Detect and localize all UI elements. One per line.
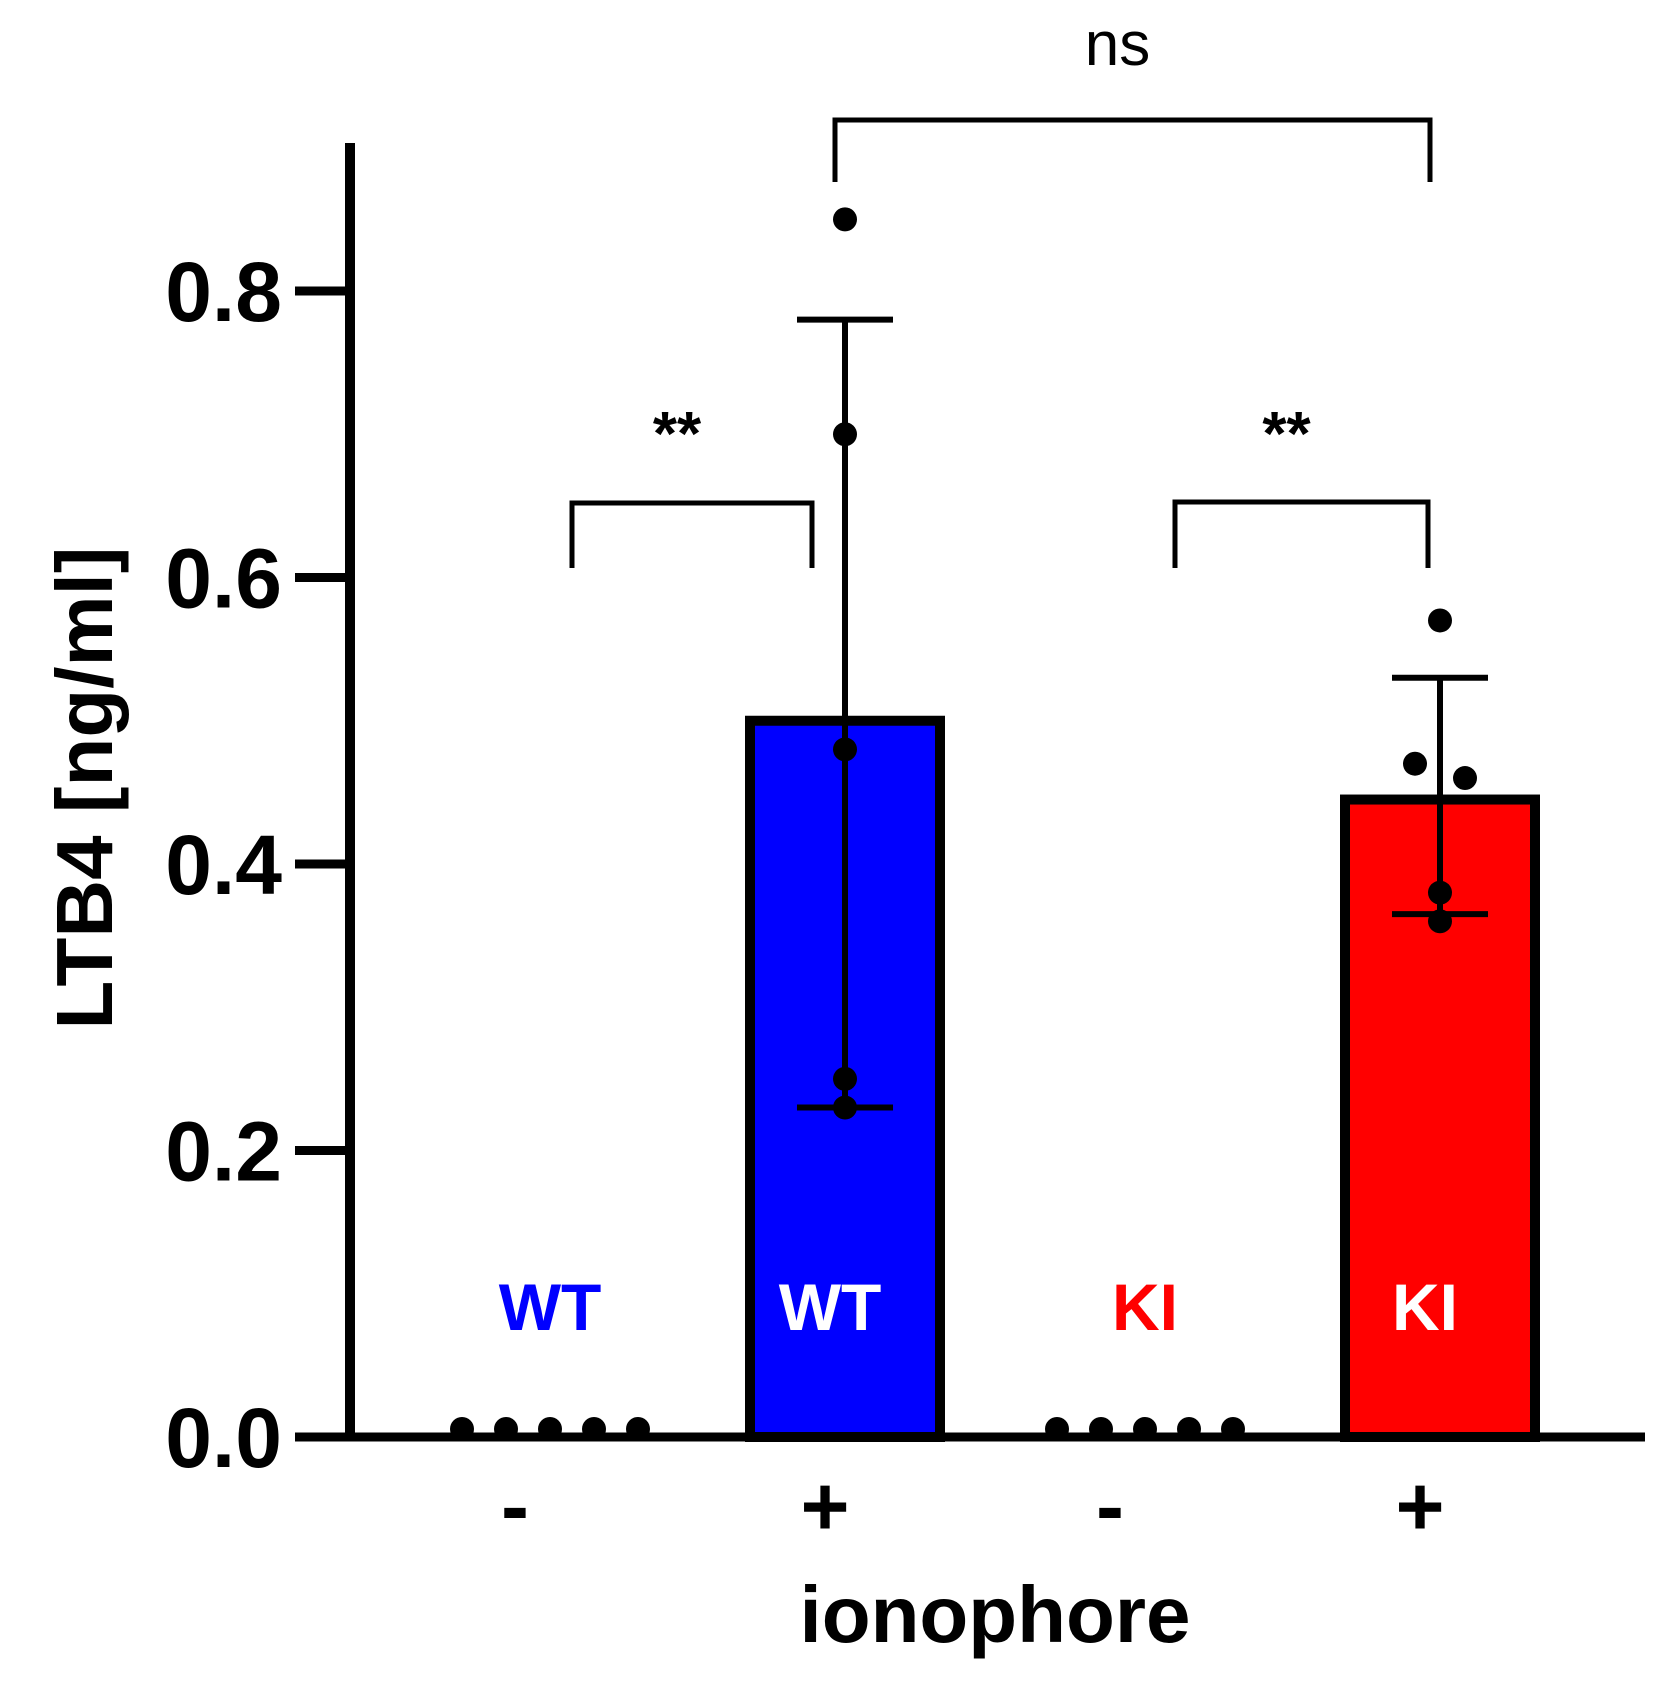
significance-bracket (1172, 499, 1431, 568)
significance-brackets: ** ** ns (569, 10, 1433, 568)
x-axis-title: ionophore (799, 1570, 1190, 1659)
points-layer (450, 207, 1477, 1441)
data-point (833, 422, 857, 447)
y-tick-label: 0.6 (165, 532, 282, 626)
group-label: WT (499, 1270, 602, 1344)
data-point (833, 737, 857, 762)
significance-label: ns (1085, 10, 1150, 79)
significance-bracket (832, 117, 1433, 182)
data-point (833, 1095, 857, 1120)
y-tick-label: 0.4 (165, 818, 282, 912)
data-point (1453, 766, 1477, 791)
group-labels-layer: WT WT KI KI (499, 1270, 1458, 1344)
data-point (1428, 880, 1452, 905)
group-label: WT (779, 1270, 882, 1344)
y-tick-label: 0.8 (165, 245, 282, 339)
data-point (1428, 909, 1452, 934)
significance-label: ** (653, 400, 702, 469)
x-tick-label: + (800, 1459, 849, 1553)
y-tick-label: 0.0 (165, 1391, 282, 1485)
y-ticks: 0.0 0.2 0.4 0.6 0.8 (165, 245, 350, 1485)
axes (295, 143, 1645, 1442)
x-tick-labels: - + - + (501, 1459, 1445, 1553)
significance-label: ** (1262, 400, 1311, 469)
y-axis-title: LTB4 [ng/ml] (40, 547, 129, 1030)
x-tick-label: - (501, 1459, 529, 1553)
y-tick-label: 0.2 (165, 1105, 282, 1199)
group-label: KI (1392, 1270, 1458, 1344)
group-label: KI (1112, 1270, 1178, 1344)
x-tick-label: - (1096, 1459, 1124, 1553)
x-tick-label: + (1395, 1459, 1444, 1553)
data-point (833, 1066, 857, 1091)
data-point (833, 207, 857, 232)
data-point (1403, 751, 1427, 776)
significance-bracket (569, 500, 815, 568)
data-point (1428, 608, 1452, 633)
